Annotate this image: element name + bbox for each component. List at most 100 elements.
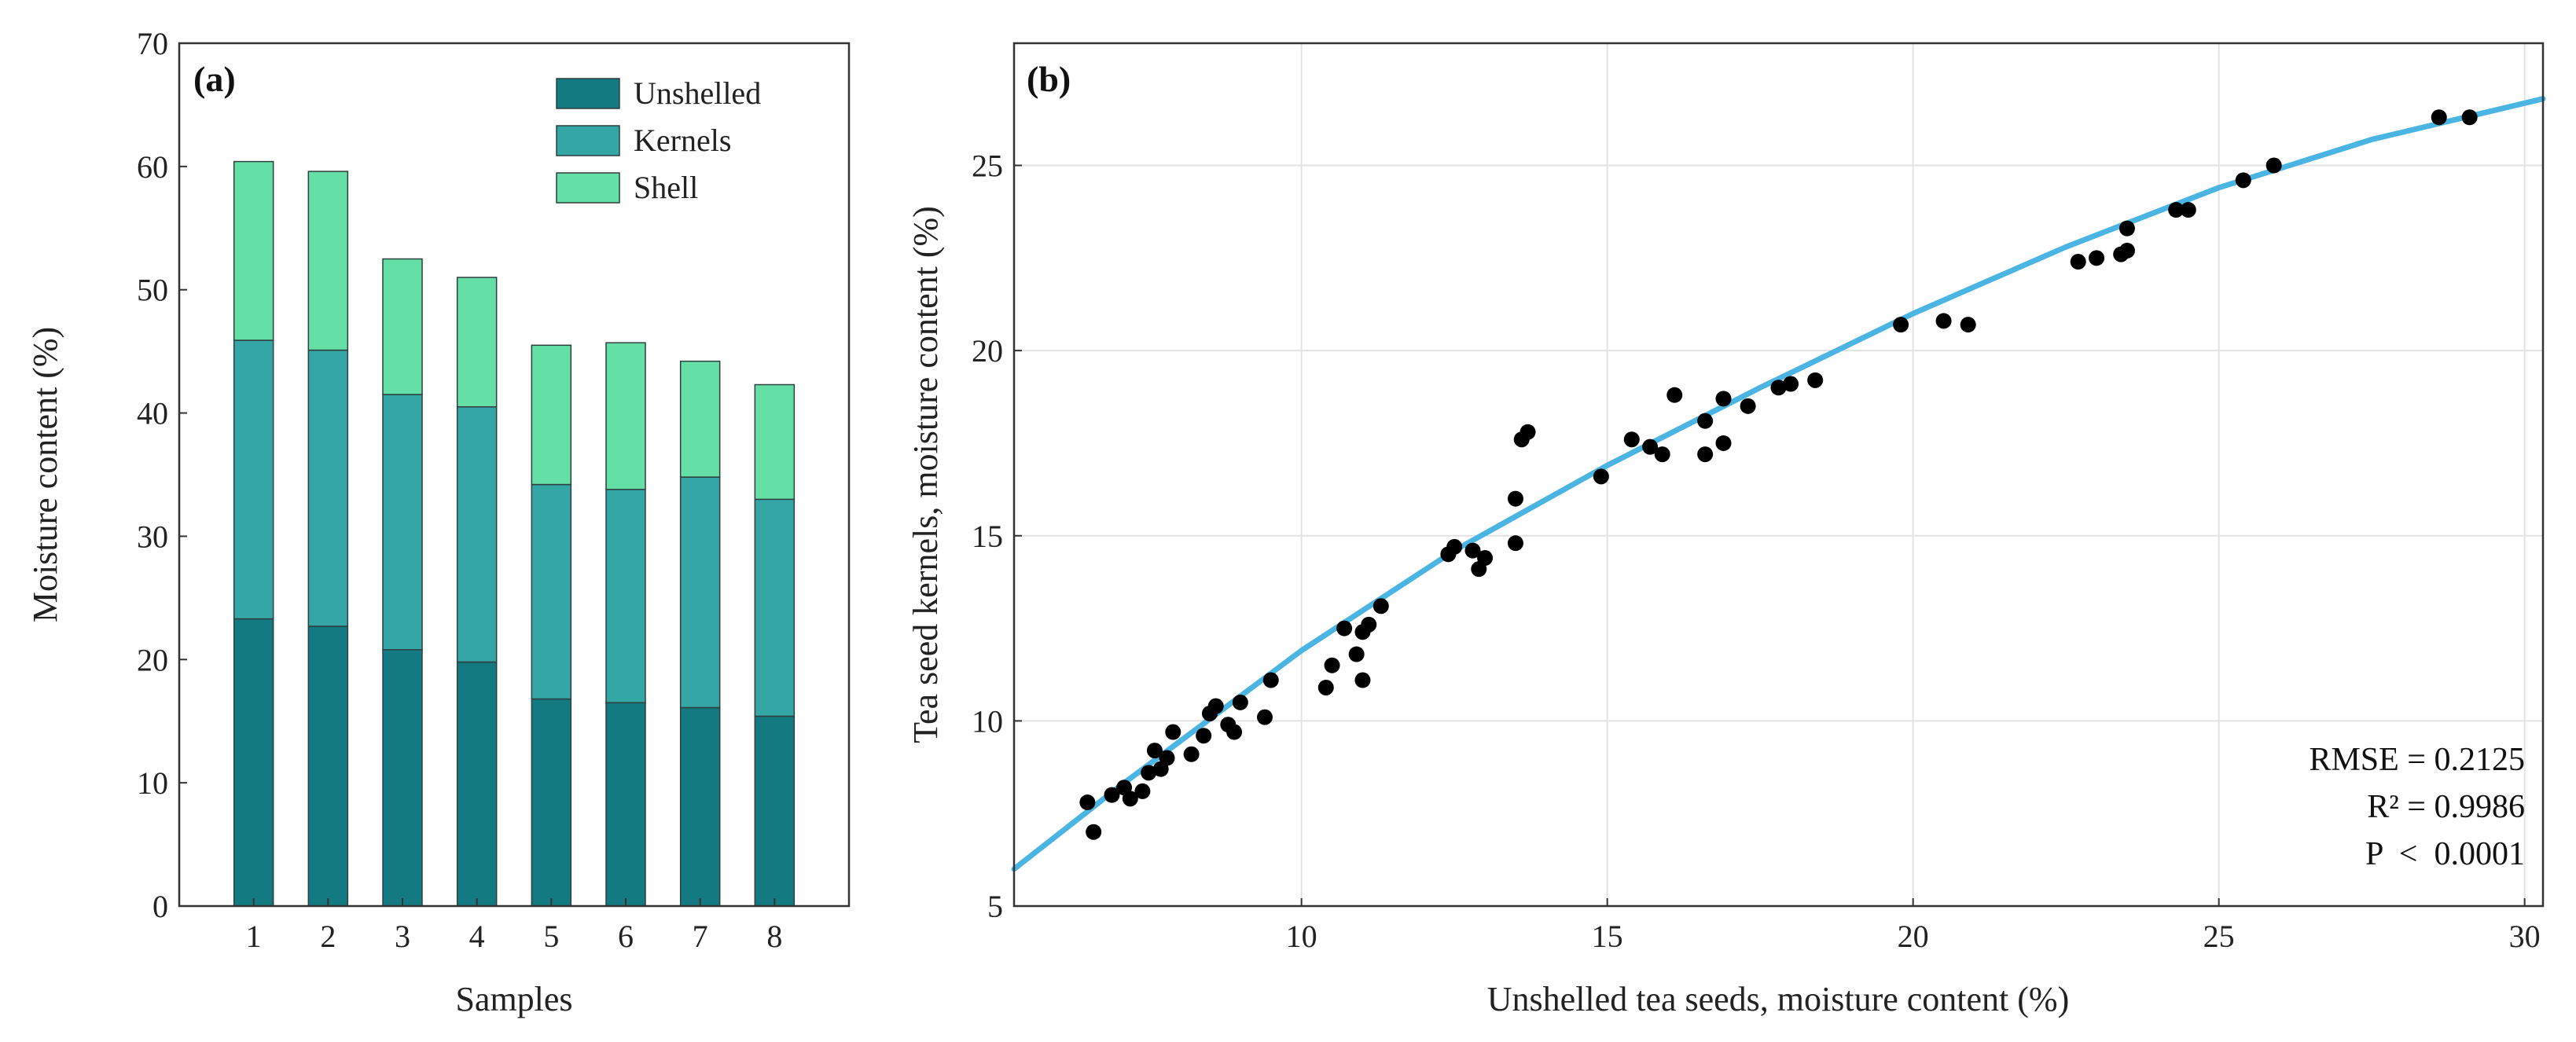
y-tick-label: 10	[972, 703, 1003, 739]
panel-b-y-axis-label: Tea seed kernels, moisture content (%)	[906, 206, 945, 743]
x-tick-label: 30	[2509, 919, 2541, 954]
y-tick-label: 10	[137, 765, 168, 801]
data-point	[1373, 598, 1389, 615]
panel-b-x-axis-label: Unshelled tea seeds, moisture content (%…	[1487, 980, 2069, 1018]
x-tick-label: 6	[618, 919, 634, 954]
x-tick-label: 25	[2203, 919, 2235, 954]
data-point	[1715, 435, 1732, 451]
bar-kernels-5	[531, 483, 572, 700]
bar-unshelled-8	[754, 715, 796, 907]
y-tick-label: 25	[972, 149, 1003, 184]
data-point	[1262, 672, 1279, 688]
data-point	[1226, 724, 1243, 740]
data-point	[1446, 538, 1463, 555]
y-tick-label: 20	[137, 642, 168, 677]
data-point	[2118, 220, 2135, 237]
data-point	[1336, 620, 1353, 637]
data-point	[1361, 616, 1377, 633]
bar-unshelled-5	[531, 698, 572, 907]
data-point	[1141, 765, 1157, 781]
bar-shell-6	[605, 342, 646, 490]
panel-b-scatter-chart: 5 10 15 20 25 10 15 20 25 30 (b) Unshelled tea s…	[906, 42, 2546, 1018]
scatter-points	[1079, 109, 2478, 840]
legend-label-shell: Shell	[634, 170, 698, 205]
data-point	[2168, 202, 2185, 218]
bar-shell-3	[382, 258, 423, 395]
x-tick-label: 15	[1592, 919, 1623, 954]
bar-kernels-8	[754, 498, 796, 717]
data-point	[1935, 313, 1952, 329]
y-tick-label: 50	[137, 273, 168, 308]
data-point	[1159, 750, 1175, 766]
data-point	[1348, 646, 1365, 662]
bar-shell-2	[307, 171, 349, 351]
bar-shell-4	[456, 277, 498, 408]
data-point	[1256, 709, 1273, 725]
panel-a-x-axis-label: Samples	[455, 980, 572, 1018]
data-point	[1146, 743, 1163, 759]
p-value-label: P < 0.0001	[2365, 836, 2525, 872]
bar-unshelled-4	[456, 661, 498, 907]
data-point	[2070, 254, 2086, 270]
data-point	[1507, 535, 1523, 552]
x-axis-ticks: 10 15 20 25 30	[1286, 898, 2541, 954]
data-point	[1770, 380, 1787, 396]
fit-statistics: RMSE = 0.2125 R² = 0.9986 P < 0.0001	[2309, 742, 2525, 872]
data-point	[1783, 376, 1799, 392]
data-point	[1507, 490, 1523, 507]
y-tick-label: 70	[137, 26, 168, 61]
bar-unshelled-3	[382, 648, 423, 907]
data-point	[1079, 794, 1096, 811]
r-squared-label: R² = 0.9986	[2367, 789, 2525, 825]
bar-kernels-7	[679, 476, 721, 709]
legend-swatch-unshelled	[556, 78, 620, 109]
bar-shell-7	[679, 360, 721, 478]
data-point	[1697, 413, 1714, 429]
legend-swatch-kernels	[556, 125, 620, 156]
data-point	[1593, 468, 1609, 485]
x-tick-label: 2	[320, 919, 336, 954]
bar-shell-1	[233, 160, 274, 341]
data-point	[1354, 672, 1371, 688]
x-tick-label: 8	[766, 919, 782, 954]
bar-kernels-2	[307, 349, 349, 627]
rmse-label: RMSE = 0.2125	[2309, 742, 2525, 778]
data-point	[1666, 387, 1683, 403]
data-point	[1697, 446, 1714, 463]
legend-label-unshelled: Unshelled	[634, 75, 761, 111]
y-tick-label: 60	[137, 149, 168, 185]
bar-kernels-6	[605, 489, 646, 703]
bar-shell-5	[531, 344, 572, 486]
bar-unshelled-7	[679, 706, 721, 907]
legend-label-kernels: Kernels	[634, 123, 731, 158]
data-point	[1960, 317, 1976, 333]
bar-shell-8	[754, 383, 796, 501]
data-point	[1807, 372, 1824, 388]
bar-kernels-3	[382, 394, 423, 651]
data-point	[1104, 787, 1120, 803]
data-point	[1207, 698, 1224, 714]
y-axis-ticks: 0 10 20 30 40 50 60 70	[137, 26, 187, 924]
bar-unshelled-1	[233, 618, 274, 907]
y-tick-label: 40	[137, 396, 168, 431]
data-point	[1893, 317, 1909, 333]
data-point	[1232, 694, 1248, 710]
bar-group	[233, 160, 796, 907]
data-point	[1196, 728, 1212, 744]
data-point	[2265, 157, 2282, 174]
data-point	[1324, 657, 1340, 673]
x-tick-label: 20	[1898, 919, 1929, 954]
x-tick-label: 5	[543, 919, 559, 954]
data-point	[1654, 446, 1670, 463]
x-tick-label: 7	[693, 919, 708, 954]
data-point	[1477, 550, 1494, 567]
legend: Unshelled Kernels Shell	[556, 75, 761, 205]
x-tick-label: 4	[469, 919, 485, 954]
y-tick-label: 0	[153, 889, 168, 924]
x-tick-label: 10	[1286, 919, 1317, 954]
data-point	[1715, 391, 1732, 407]
panel-b-label: (b)	[1027, 59, 1071, 99]
data-point	[1623, 431, 1640, 448]
data-point	[1134, 783, 1151, 799]
